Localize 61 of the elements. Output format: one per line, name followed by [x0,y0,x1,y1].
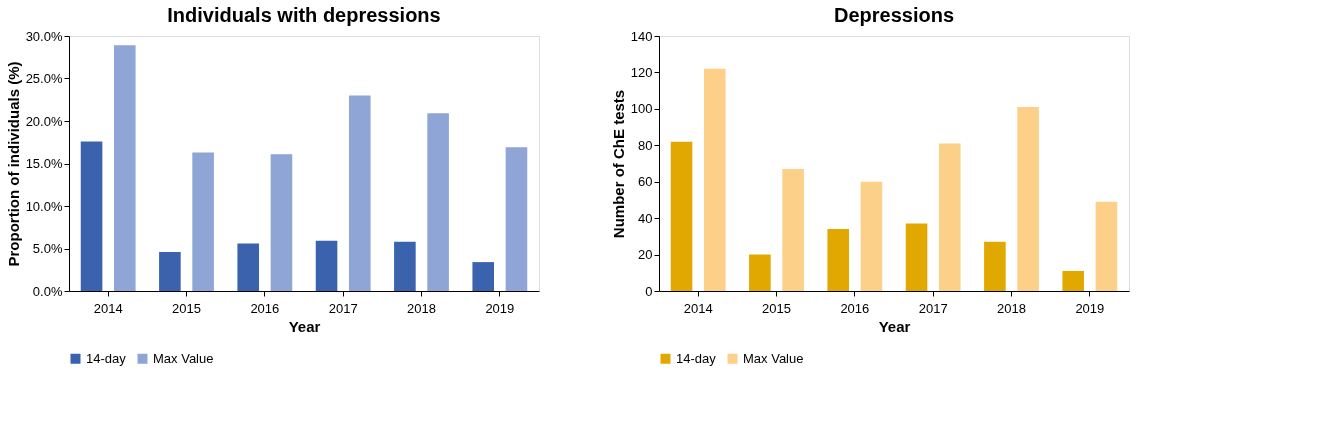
bar [394,241,416,291]
y-tick-label: 30.0% [25,28,63,44]
y-tick-label: 10.0% [25,198,63,214]
y-tick-label: 20.0% [25,113,63,129]
legend-label: Max Value [153,350,214,366]
x-axis-title: Year [878,317,911,335]
legend-label: Max Value [743,350,804,366]
y-tick-label: 15.0% [25,156,63,171]
bar [505,147,528,291]
y-tick-label: 120 [630,64,653,80]
bar [80,141,103,291]
bar [159,251,181,291]
x-tick-label: 2019 [485,300,515,316]
bar [1017,107,1039,291]
bar [113,45,136,291]
y-axis-title: Proportion of individuals (%) [4,61,22,267]
bar [749,254,771,291]
y-tick-label: 25.0% [25,71,63,86]
y-tick-label: 60 [638,174,653,190]
x-tick-label: 2016 [250,300,280,316]
bar [270,154,293,291]
legend-label: 14-day [86,350,127,366]
chart-title: Depressions [833,4,955,26]
y-tick-label: 80 [638,137,653,153]
x-tick-label: 2014 [683,300,713,316]
bar [938,143,961,291]
bar [237,243,260,291]
y-tick-label: 140 [630,28,653,44]
y-tick-label: 40 [638,210,653,226]
x-tick-label: 2017 [918,300,948,316]
bar [427,113,449,291]
bar [905,223,928,291]
x-axis-title: Year [288,317,321,335]
bar [1095,201,1118,291]
bar [782,168,804,291]
bar [860,181,883,291]
x-tick-label: 2014 [93,300,123,316]
y-tick-label: 100 [630,101,653,117]
bar [703,68,726,291]
y-axis-title: Number of ChE tests [609,89,627,239]
y-tick-label: 5.0% [32,241,63,256]
bar [827,229,850,291]
bar [472,262,495,291]
y-tick-label: 0 [645,283,653,299]
x-tick-label: 2015 [172,300,201,316]
bar [192,152,214,291]
chart-title: Individuals with depressions [167,4,441,26]
bar [984,241,1006,291]
bar [348,95,371,291]
x-tick-label: 2018 [407,300,436,316]
bar [1062,270,1085,291]
legend-label: 14-day [676,350,717,366]
bar [315,240,338,291]
y-tick-label: 0.0% [32,283,63,299]
bar [670,141,693,291]
x-tick-label: 2018 [997,300,1026,316]
x-tick-label: 2016 [840,300,870,316]
x-tick-label: 2015 [762,300,791,316]
x-tick-label: 2019 [1075,300,1105,316]
y-tick-label: 20 [638,247,653,263]
x-tick-label: 2017 [328,300,358,316]
